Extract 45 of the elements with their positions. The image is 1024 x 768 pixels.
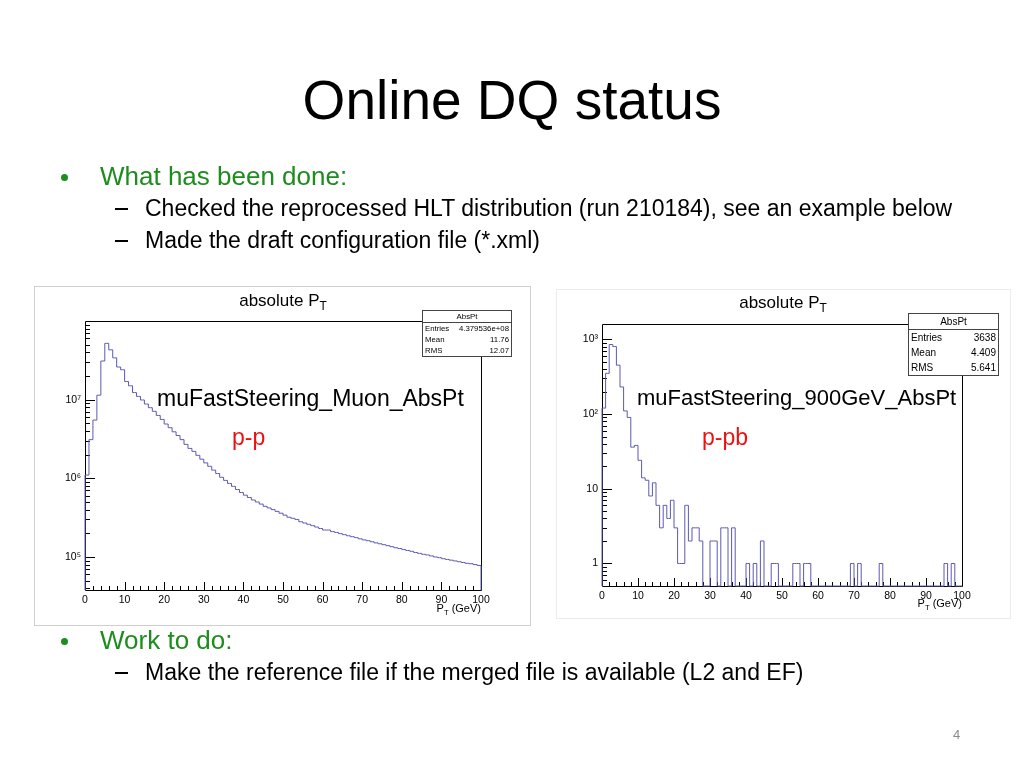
- x-tick-label: 40: [237, 593, 250, 606]
- x-tick-label: 80: [884, 589, 896, 602]
- chart-title: absolute P$_{T}$: [239, 290, 327, 313]
- x-tick-label: 20: [158, 593, 171, 606]
- text: Work to do:: [100, 625, 233, 657]
- y-tick-label: 1: [592, 556, 599, 569]
- text: 5.641: [970, 362, 996, 373]
- annotation: p-p: [232, 423, 266, 452]
- text: What has been done:: [100, 161, 348, 193]
- x-tick-label: 70: [848, 589, 860, 602]
- x-tick-label: 50: [277, 593, 289, 606]
- text: 4: [953, 727, 961, 744]
- x-tick-label: 60: [316, 593, 329, 606]
- annotation: Mean: [911, 346, 937, 360]
- y-tick-label: 10⁵: [64, 549, 81, 562]
- text: 3638: [973, 332, 996, 343]
- y-tick-label: 10: [586, 481, 599, 494]
- x-tick-label: 80: [395, 593, 408, 606]
- y-tick-label: 10⁶: [64, 471, 81, 484]
- y-tick-label: 10²: [582, 406, 599, 419]
- x-tick-label: 50: [776, 589, 788, 602]
- text: Made the draft configuration file (*.xml): [145, 226, 541, 255]
- annotation: Entries: [911, 331, 943, 345]
- x-tick-label: 0: [82, 593, 89, 606]
- annotation: p-pb: [702, 423, 749, 452]
- annotation: AbsPt: [909, 314, 998, 330]
- x-tick-label: 20: [668, 589, 680, 602]
- text: Make the reference file if the merged file is available (L2 and EF): [145, 658, 804, 687]
- x-tick-label: 60: [812, 589, 824, 602]
- y-tick-label: 10⁷: [65, 392, 82, 405]
- text: 4.409: [970, 347, 996, 358]
- x-tick-label: 70: [356, 593, 369, 606]
- x-tick-label: 0: [599, 589, 606, 602]
- y-tick-label: 10³: [582, 332, 599, 345]
- text: Online DQ status: [302, 68, 722, 133]
- x-tick-label: 30: [197, 593, 210, 606]
- x-tick-label: 10: [632, 589, 644, 602]
- x-tick-label: 40: [740, 589, 752, 602]
- chart-title: absolute P$_{T}$: [739, 292, 827, 315]
- annotation: muFastSteering_Muon_AbsPt: [157, 384, 464, 413]
- annotation: muFastSteering_900GeV_AbsPt: [637, 384, 957, 411]
- x-tick-label: 30: [704, 589, 716, 602]
- x-tick-label: 10: [118, 593, 131, 606]
- text: Checked the reprocessed HLT distribution (run 210184), see an example below: [145, 194, 953, 223]
- annotation: RMS: [911, 361, 934, 375]
